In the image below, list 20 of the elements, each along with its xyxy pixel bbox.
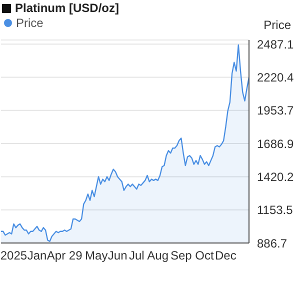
y-tick-label: 1686.9 (257, 136, 294, 151)
x-tick-label: Apr 29 (46, 248, 83, 263)
y-axis-title: Price (264, 18, 291, 32)
y-tick-label: 1953.7 (257, 104, 294, 118)
x-tick-label: May (85, 248, 108, 263)
x-tick-label: Jul (128, 248, 144, 263)
y-tick-label: 2487.1 (257, 37, 294, 52)
y-tick-label: 2220.4 (257, 70, 294, 84)
x-tick-label: Dec (215, 248, 236, 263)
chart-title: Platinum [USD/oz] (15, 1, 119, 15)
x-tick-label: Jan (27, 248, 47, 263)
x-tick-label: Oct (195, 248, 214, 263)
x-tick-label: Aug (147, 248, 169, 263)
x-tick-label: Sep (170, 248, 192, 263)
y-tick-label: 1420.2 (257, 170, 294, 184)
y-tick-label: 1153.5 (257, 203, 294, 218)
legend-label: Price (16, 16, 44, 30)
y-tick-label: 886.7 (257, 236, 288, 250)
x-tick-label: 2025 (0, 248, 28, 263)
x-tick-label: Jun (108, 248, 128, 263)
